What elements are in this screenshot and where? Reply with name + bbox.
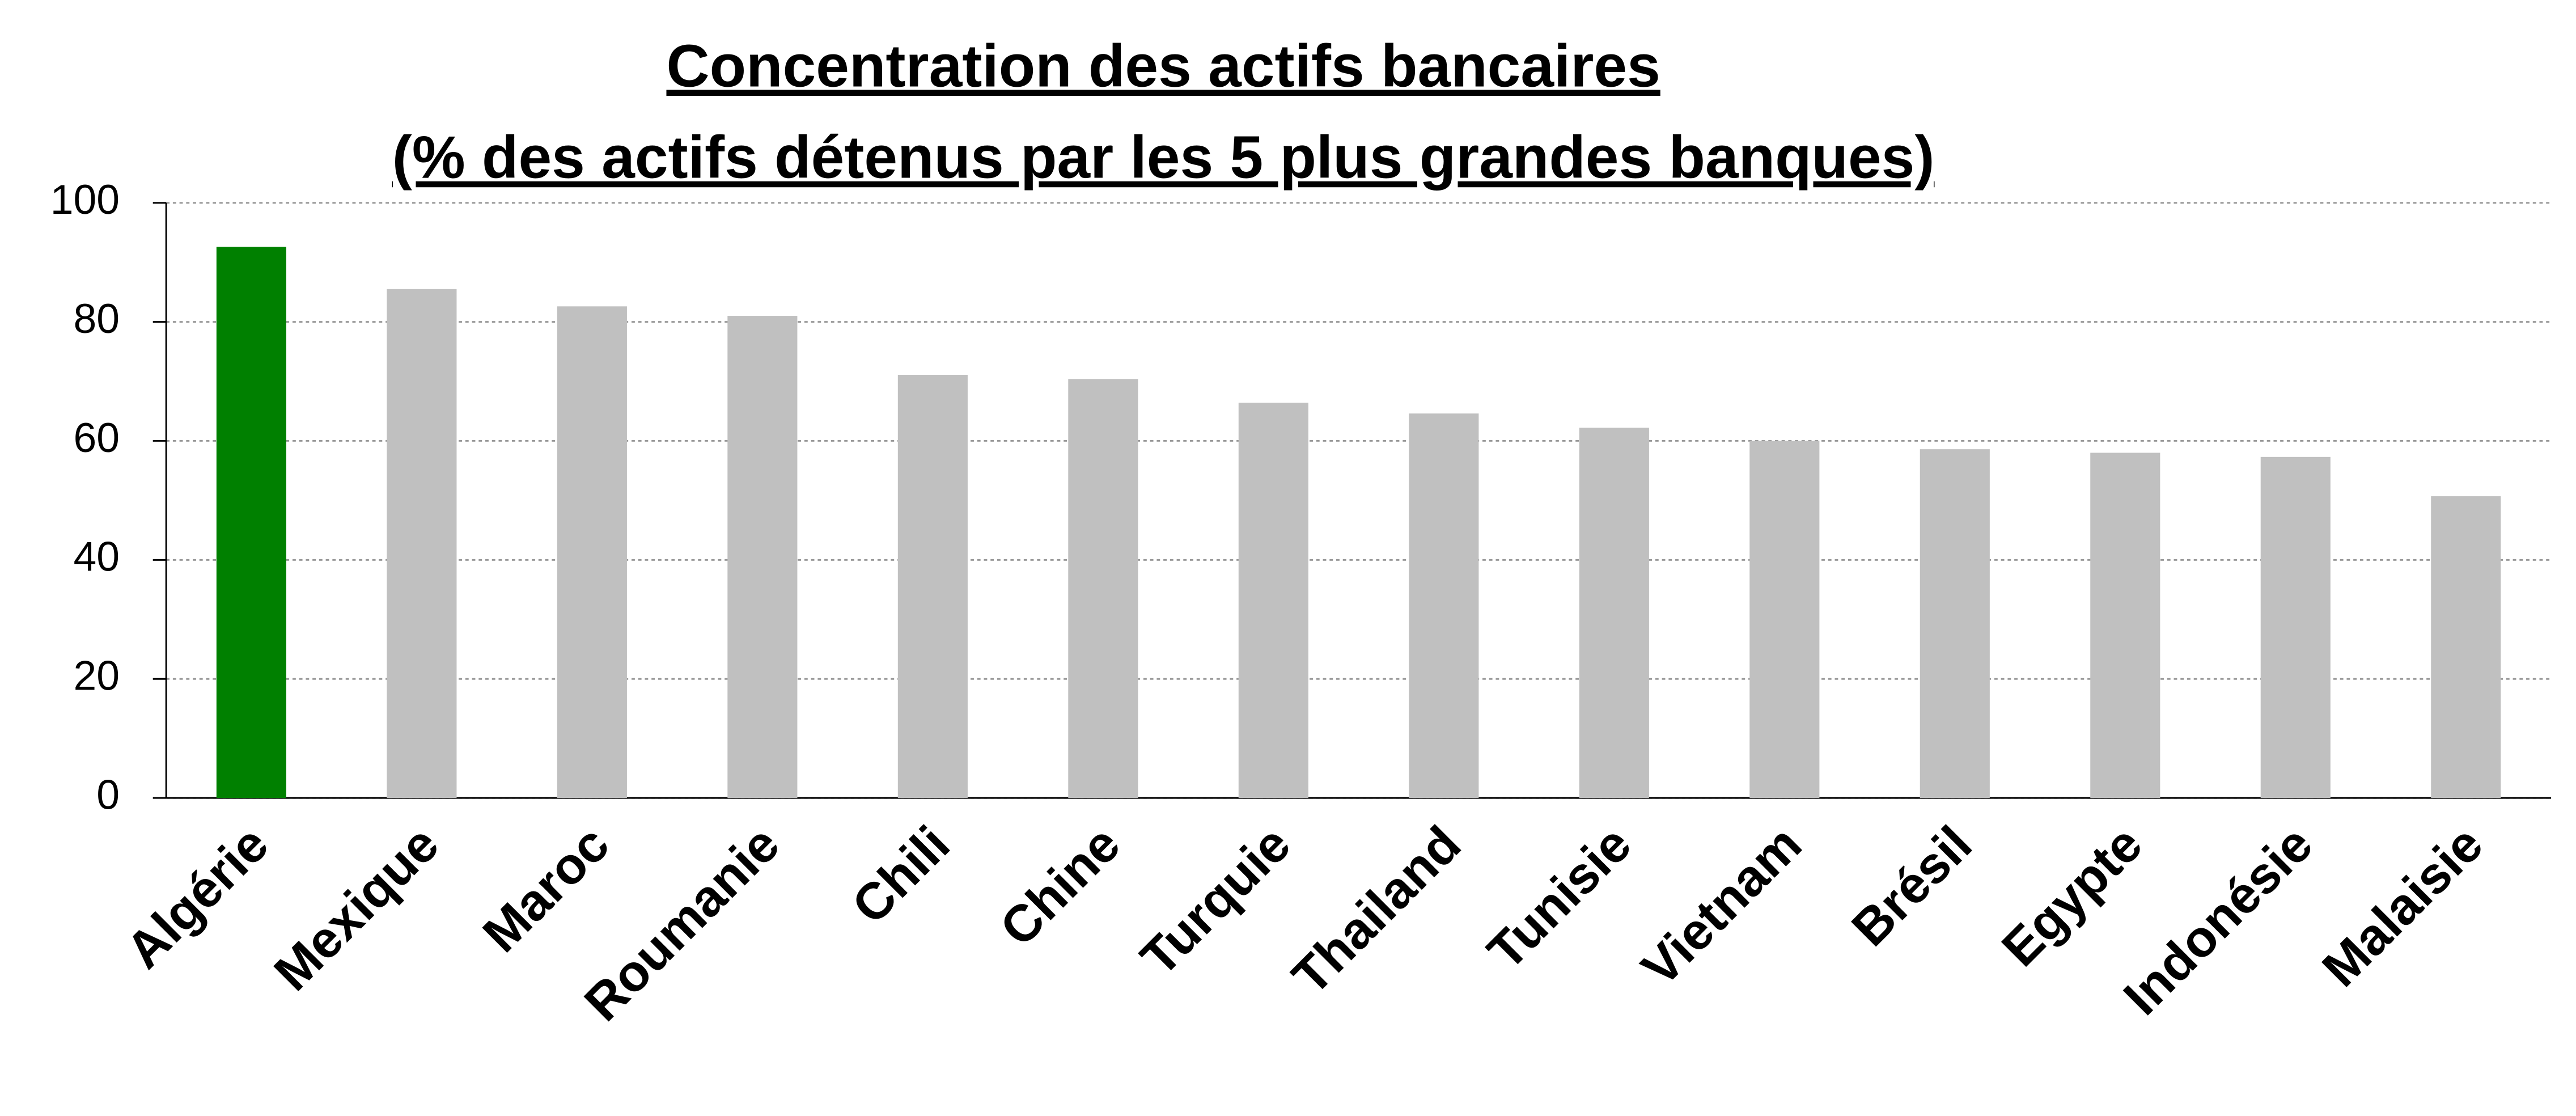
y-tick-label: 20 (74, 653, 120, 699)
bar (557, 306, 627, 798)
bar (1920, 449, 1990, 798)
bar (1068, 379, 1138, 798)
y-tick-label: 80 (74, 295, 120, 342)
bar (1749, 441, 1820, 798)
y-tick-label: 60 (74, 415, 120, 461)
x-tick-label: Brésil (1841, 815, 1983, 957)
bar (1579, 428, 1649, 798)
x-tick-label: Malaisie (2312, 815, 2494, 997)
x-tick-label: Egypte (1991, 815, 2153, 978)
bar (897, 374, 968, 798)
x-tick-label: Maroc (472, 815, 620, 963)
bar (1409, 413, 1479, 798)
x-tick-label: Chili (841, 815, 961, 935)
x-tick-label: Mexique (264, 815, 450, 1002)
bar (2431, 496, 2501, 798)
x-tick-label: Algérie (115, 815, 279, 979)
bar (2260, 456, 2331, 798)
y-tick-label: 100 (50, 176, 120, 223)
x-tick-label: Tunisie (1477, 815, 1642, 981)
x-tick-label: Turquie (1130, 815, 1301, 987)
chart-title: (% des actifs détenus par les 5 plus gra… (392, 124, 1935, 191)
x-tick-label: Chine (989, 815, 1131, 957)
bar (1238, 403, 1308, 798)
bar (2090, 453, 2160, 798)
bar (387, 289, 457, 798)
bar (216, 247, 286, 798)
y-tick-label: 40 (74, 534, 120, 580)
chart-title: Concentration des actifs bancaires (666, 32, 1660, 99)
y-tick-label: 0 (96, 772, 120, 818)
bar (727, 316, 798, 798)
x-tick-label: Thailand (1282, 815, 1472, 1006)
x-tick-label: Vietnam (1631, 815, 1812, 997)
